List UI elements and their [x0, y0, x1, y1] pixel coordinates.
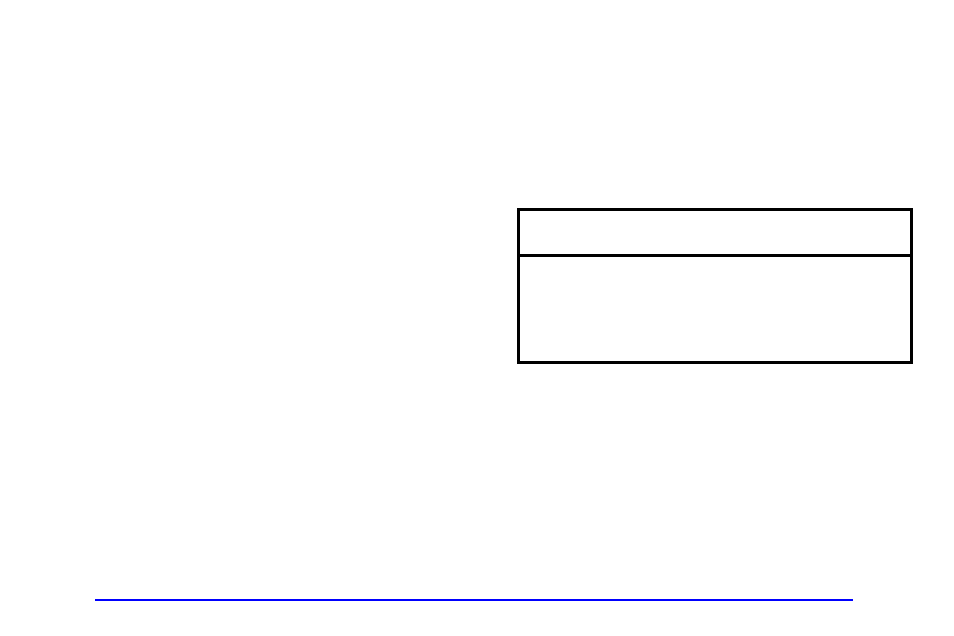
uml-box-divider — [517, 254, 913, 257]
horizontal-rule — [95, 599, 853, 601]
diagram-canvas — [0, 0, 954, 636]
uml-box — [517, 208, 913, 364]
